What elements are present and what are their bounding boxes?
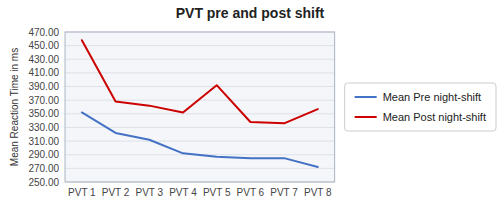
y-tick-label: 470.00	[28, 27, 59, 38]
y-tick-label: 450.00	[28, 40, 59, 51]
y-tick-label: 370.00	[28, 95, 59, 106]
y-tick-label: 350.00	[28, 108, 59, 119]
y-tick-label: 270.00	[28, 163, 59, 174]
x-tick-label: PVT 8	[304, 187, 332, 198]
series-group	[82, 40, 318, 167]
grid-line	[65, 72, 335, 73]
x-tick-label: PVT 2	[102, 187, 130, 198]
y-tick-label: 410.00	[28, 67, 59, 78]
chart: PVT pre and post shift Mean Pre night-shi…	[0, 0, 500, 212]
plot-frame	[65, 32, 335, 182]
y-axis-label: Mean Reaction Time in ms	[9, 48, 20, 166]
legend-swatch	[355, 96, 377, 98]
legend-label: Mean Post night-shift	[383, 111, 486, 123]
grid-line	[65, 113, 335, 114]
legend-swatch	[355, 116, 377, 118]
chart-title: PVT pre and post shift	[176, 5, 325, 21]
y-tick-label: 390.00	[28, 81, 59, 92]
x-tick-label: PVT 7	[270, 187, 298, 198]
y-tick-label: 430.00	[28, 54, 59, 65]
y-tick-label: 250.00	[28, 177, 59, 188]
legend-box	[345, 83, 496, 131]
legend-label: Mean Pre night-shift	[383, 91, 481, 103]
grid-line	[65, 168, 335, 169]
x-tick-label: PVT 1	[68, 187, 96, 198]
grid-line	[65, 45, 335, 46]
y-tick-label: 310.00	[28, 136, 59, 147]
plot-area	[65, 32, 335, 182]
y-tick-label: 290.00	[28, 149, 59, 160]
series-line	[82, 40, 318, 123]
x-tick-label: PVT 3	[135, 187, 163, 198]
x-tick-label: PVT 6	[237, 187, 265, 198]
series-line	[82, 112, 318, 167]
grid-line	[65, 141, 335, 142]
y-tick-label: 330.00	[28, 122, 59, 133]
legend: Mean Pre night-shift Mean Post night-shif…	[345, 83, 496, 131]
grid-line	[65, 86, 335, 87]
x-tick-label: PVT 4	[169, 187, 197, 198]
grid-line	[65, 59, 335, 60]
x-tick-label: PVT 5	[203, 187, 231, 198]
